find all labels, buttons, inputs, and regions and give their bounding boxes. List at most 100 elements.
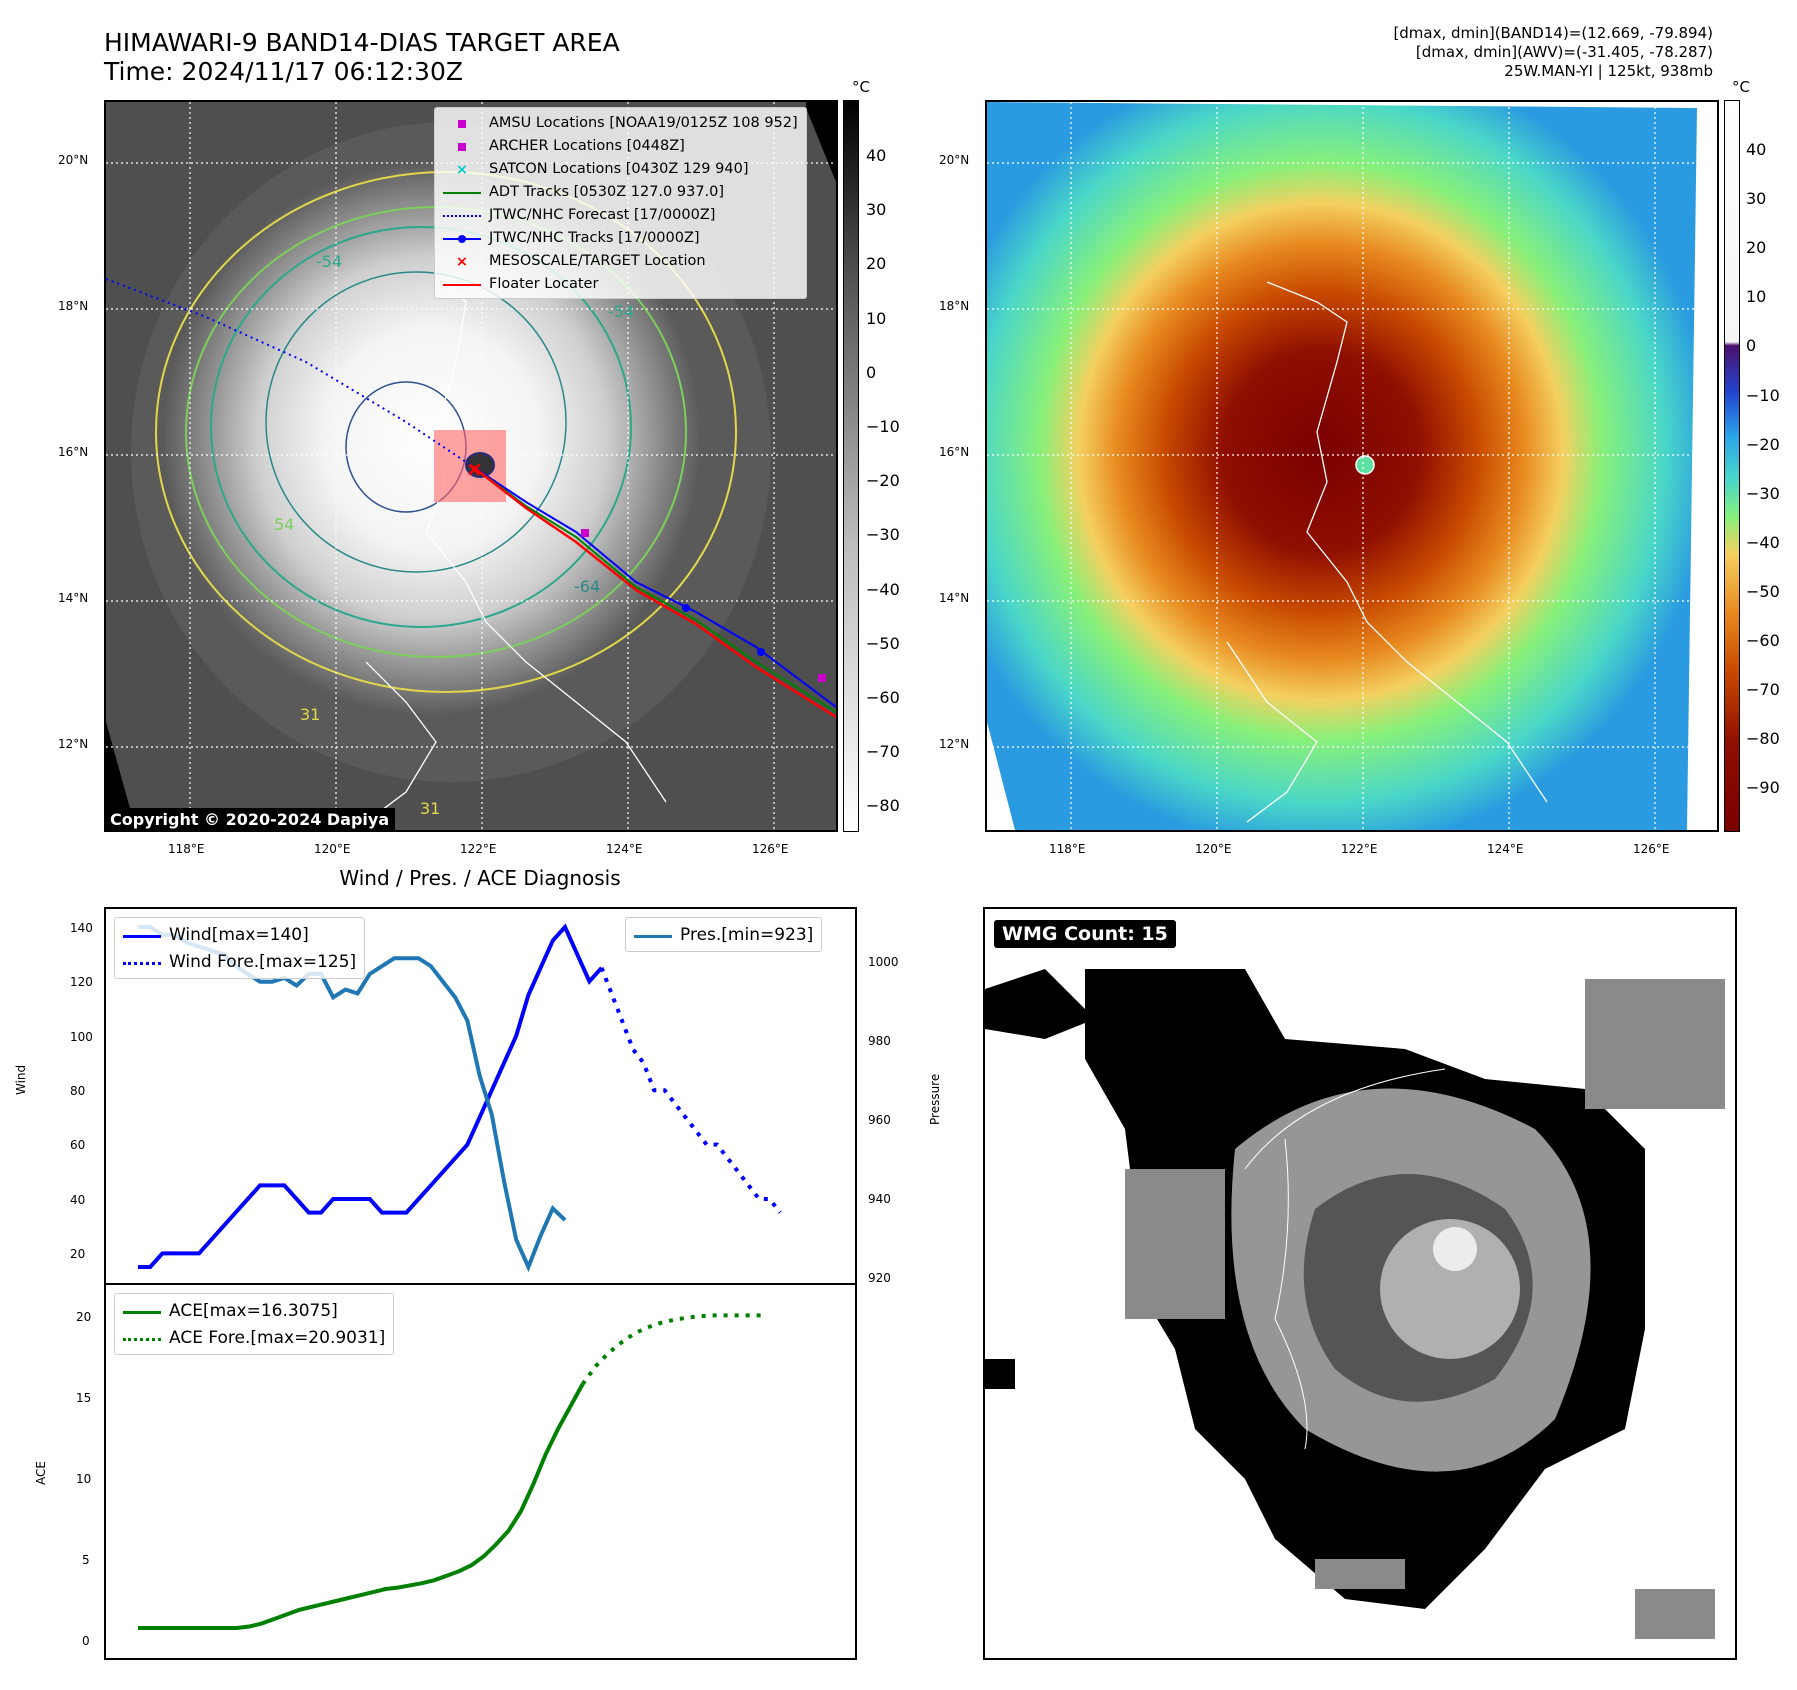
lat-tick-label: 16°N: [58, 445, 89, 459]
colorbar-tick-label: 40: [1746, 140, 1767, 159]
lon-tick-label: 126°E: [752, 842, 789, 856]
colorbar-unit: °C: [852, 78, 870, 96]
enhanced-colorbar: [1724, 100, 1740, 832]
colorbar-tick-label: 30: [1746, 189, 1767, 209]
colorbar-tick-label: −90: [1746, 778, 1780, 798]
colorbar-tick-label: −50: [866, 633, 900, 653]
colorbar-tick-label: −20: [866, 471, 900, 491]
legend-item: JTWC/NHC Tracks [17/0000Z]: [443, 227, 798, 250]
colorbar-tick-label: −50: [1746, 581, 1780, 601]
colorbar-tick-label: −60: [866, 688, 900, 707]
wind-tick-label: 120: [70, 975, 93, 989]
ace-tick-label: 5: [82, 1553, 90, 1567]
map-title: HIMAWARI-9 BAND14-DIAS TARGET AREA: [104, 28, 620, 57]
lat-tick-label: 14°N: [939, 591, 970, 605]
lon-tick-label: 124°E: [606, 842, 643, 856]
wmg-panel: [983, 907, 1737, 1660]
pressure-tick-label: 920: [868, 1271, 891, 1285]
lon-tick-label: 118°E: [168, 842, 205, 856]
colorbar-tick-label: −40: [866, 579, 900, 599]
colorbar-unit: °C: [1732, 78, 1750, 96]
lat-tick-label: 20°N: [939, 153, 970, 167]
wmg-graphic: [985, 969, 1725, 1639]
lon-tick-label: 122°E: [1341, 842, 1378, 856]
lon-tick-label: 126°E: [1633, 842, 1670, 856]
colorbar-tick-label: 30: [866, 200, 887, 220]
legend-pres: Pres.[min=923]: [680, 925, 814, 945]
ace-ylabel: ACE: [34, 1461, 48, 1485]
colorbar-tick-label: −30: [866, 525, 900, 545]
contour-label: 31: [300, 705, 320, 724]
copyright-badge: Copyright © 2020-2024 Dapiya: [104, 808, 396, 831]
colorbar-tick-label: −70: [866, 742, 900, 762]
colorbar-tick-label: 20: [866, 254, 887, 274]
lat-tick-label: 18°N: [58, 299, 89, 313]
legend-wind: Wind[max=140]: [169, 925, 309, 945]
colorbar-tick-label: −10: [866, 417, 900, 436]
legend-wind-fore: Wind Fore.[max=125]: [169, 952, 357, 972]
wind-tick-label: 100: [70, 1030, 93, 1044]
pres-ylabel: Pressure: [928, 1073, 942, 1125]
legend-item: JTWC/NHC Forecast [17/0000Z]: [443, 204, 798, 227]
svg-text:×: ×: [466, 457, 483, 481]
wmg-count-badge: WMG Count: 15: [994, 920, 1176, 948]
colorbar-tick-label: −20: [1746, 434, 1780, 454]
colorbar-tick-label: −80: [866, 796, 900, 816]
legend-ace-fore: ACE Fore.[max=20.9031]: [169, 1328, 386, 1348]
colorbar-tick-label: −80: [1746, 729, 1780, 749]
lon-tick-label: 124°E: [1487, 842, 1524, 856]
ace-tick-label: 15: [76, 1391, 92, 1405]
pressure-tick-label: 1000: [868, 955, 899, 969]
track-legend: AMSU Locations [NOAA19/0125Z 108 952] AR…: [434, 107, 807, 299]
wind-tick-label: 60: [70, 1138, 86, 1152]
ace-tick-label: 0: [82, 1634, 90, 1648]
legend-item: Floater Locater: [443, 273, 798, 296]
wind-tick-label: 40: [70, 1193, 86, 1207]
colorbar-tick-label: −70: [1746, 680, 1780, 700]
ir-colorbar: [843, 100, 859, 832]
legend-ace: ACE[max=16.3075]: [169, 1301, 338, 1321]
lat-tick-label: 14°N: [58, 591, 89, 605]
lat-tick-label: 16°N: [939, 445, 970, 459]
colorbar-tick-label: −60: [1746, 631, 1780, 650]
wind-series: [138, 923, 604, 1269]
pressure-tick-label: 960: [868, 1113, 891, 1127]
legend-item: × MESOSCALE/TARGET Location: [455, 253, 706, 270]
map-time: Time: 2024/11/17 06:12:30Z: [104, 57, 463, 86]
lat-tick-label: 18°N: [939, 299, 970, 313]
pressure-tick-label: 940: [868, 1192, 891, 1206]
legend-item: AMSU Locations [NOAA19/0125Z 108 952]: [443, 112, 798, 135]
colorbar-tick-label: 10: [1746, 287, 1767, 307]
colorbar-tick-label: 20: [1746, 238, 1767, 258]
ace-forecast-series: [580, 1313, 765, 1386]
ace-tick-label: 10: [76, 1472, 92, 1486]
contour-label: -64: [574, 577, 600, 596]
colorbar-tick-label: −10: [1746, 385, 1780, 405]
legend-item: ADT Tracks [0530Z 127.0 937.0]: [443, 181, 798, 204]
colorbar-tick-label: 0: [866, 362, 877, 382]
contour-label: 54: [274, 515, 294, 534]
wind-tick-label: 140: [70, 921, 93, 935]
lon-tick-label: 118°E: [1049, 842, 1086, 856]
lon-tick-label: 122°E: [460, 842, 497, 856]
wind-ylabel: Wind: [14, 1064, 28, 1095]
diagnosis-title: Wind / Pres. / ACE Diagnosis: [339, 866, 621, 890]
lat-tick-label: 12°N: [58, 737, 89, 751]
contour-label: -54: [608, 302, 634, 321]
colorbar-tick-label: 40: [866, 146, 887, 165]
colorbar-tick-label: −30: [1746, 483, 1780, 503]
ace-tick-label: 20: [76, 1310, 92, 1324]
ace-panel: [104, 1283, 857, 1660]
ace-series: [138, 1383, 585, 1631]
info-band14: [dmax, dmin](BAND14)=(12.669, -79.894): [1393, 24, 1713, 42]
info-awv: [dmax, dmin](AWV)=(-31.405, -78.287): [1415, 43, 1713, 61]
lat-tick-label: 12°N: [939, 737, 970, 751]
wind-forecast-series: [599, 967, 782, 1214]
color-map-graphic: [987, 102, 1717, 830]
legend-item: × SATCON Locations [0430Z 129 940]: [455, 161, 749, 178]
contour-label: 31: [420, 799, 440, 818]
pressure-tick-label: 980: [868, 1034, 891, 1048]
color-map-panel: [985, 100, 1719, 832]
lon-tick-label: 120°E: [1195, 842, 1232, 856]
colorbar-tick-label: 10: [866, 308, 887, 328]
